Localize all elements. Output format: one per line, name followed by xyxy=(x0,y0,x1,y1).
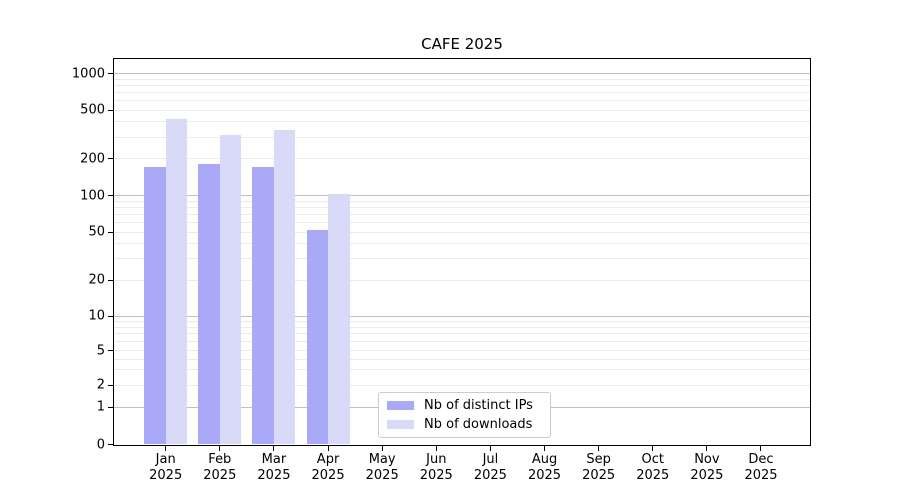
x-tick-mark-oct xyxy=(652,446,654,451)
bar-distinct-ips-mar xyxy=(252,167,274,445)
y-tick-mark-20 xyxy=(108,279,114,281)
bar-distinct-ips-feb xyxy=(198,164,220,445)
y-gridline-minor-50 xyxy=(114,231,810,233)
y-gridline-minor-70 xyxy=(114,213,810,215)
legend-swatch-distinct-ips xyxy=(387,401,414,410)
x-tick-mark-sep xyxy=(598,446,600,451)
y-tick-mark-100 xyxy=(108,195,114,197)
x-tick-label-jan: Jan 2025 xyxy=(149,452,183,483)
y-gridline-minor-400 xyxy=(114,121,810,123)
y-gridline-major-1000 xyxy=(114,73,810,74)
x-tick-label-mar: Mar 2025 xyxy=(257,452,291,483)
y-gridline-minor-500 xyxy=(114,109,810,111)
y-tick-mark-1 xyxy=(108,406,114,408)
y-tick-label-10: 10 xyxy=(88,308,105,324)
y-gridline-minor-8 xyxy=(114,326,810,328)
x-tick-mark-may xyxy=(381,446,383,451)
y-tick-mark-2 xyxy=(108,384,114,386)
y-gridline-minor-300 xyxy=(114,136,810,138)
y-tick-label-20: 20 xyxy=(88,272,105,288)
x-tick-mark-apr xyxy=(327,446,329,451)
y-gridline-minor-9 xyxy=(114,320,810,322)
x-tick-label-apr: Apr 2025 xyxy=(311,452,345,483)
y-gridline-minor-80 xyxy=(114,206,810,208)
y-gridline-minor-3 xyxy=(114,369,810,371)
legend-item-distinct-ips: Nb of distinct IPs xyxy=(387,398,542,413)
y-gridline-minor-900 xyxy=(114,78,810,80)
y-gridline-minor-40 xyxy=(114,243,810,245)
y-tick-label-1: 1 xyxy=(96,399,105,415)
y-tick-label-2: 2 xyxy=(96,377,105,393)
x-tick-label-dec: Dec 2025 xyxy=(744,452,778,483)
legend-swatch-downloads xyxy=(387,420,414,429)
bar-downloads-feb xyxy=(219,135,242,445)
x-tick-label-sep: Sep 2025 xyxy=(582,452,616,483)
x-tick-mark-jul xyxy=(489,446,491,451)
chart-title: CAFE 2025 xyxy=(421,35,503,53)
x-tick-mark-jun xyxy=(435,446,437,451)
legend: Nb of distinct IPs Nb of downloads xyxy=(378,392,551,438)
y-tick-label-50: 50 xyxy=(88,224,105,240)
bar-distinct-ips-jan xyxy=(144,167,166,445)
y-gridline-minor-4 xyxy=(114,358,810,360)
y-tick-label-200: 200 xyxy=(80,151,105,167)
y-gridline-major-10 xyxy=(114,315,810,317)
legend-label-distinct-ips: Nb of distinct IPs xyxy=(424,398,533,413)
x-tick-mark-nov xyxy=(706,446,708,451)
y-gridline-minor-90 xyxy=(114,200,810,202)
y-tick-mark-5 xyxy=(108,350,114,352)
x-tick-mark-jan xyxy=(165,446,167,451)
legend-item-downloads: Nb of downloads xyxy=(387,417,542,432)
y-gridline-minor-7 xyxy=(114,333,810,335)
y-gridline-minor-5 xyxy=(114,350,810,352)
bar-downloads-mar xyxy=(273,129,296,445)
y-gridline-minor-200 xyxy=(114,158,810,160)
y-tick-label-1000: 1000 xyxy=(71,66,105,81)
x-tick-label-aug: Aug 2025 xyxy=(527,452,562,483)
y-tick-label-500: 500 xyxy=(80,102,105,118)
x-tick-mark-dec xyxy=(760,446,762,451)
x-tick-label-jun: Jun 2025 xyxy=(419,452,453,483)
bar-distinct-ips-apr xyxy=(306,229,329,445)
y-tick-mark-0 xyxy=(108,444,114,445)
y-gridline-minor-30 xyxy=(114,258,810,260)
y-tick-label-0: 0 xyxy=(96,437,105,452)
x-tick-mark-aug xyxy=(544,446,546,451)
y-tick-label-100: 100 xyxy=(80,188,105,204)
y-gridline-minor-60 xyxy=(114,221,810,223)
y-gridline-minor-6 xyxy=(114,341,810,343)
y-tick-mark-1000 xyxy=(108,73,114,74)
y-tick-mark-10 xyxy=(108,315,114,317)
x-tick-label-nov: Nov 2025 xyxy=(690,452,724,483)
y-gridline-minor-600 xyxy=(114,99,810,101)
x-tick-label-oct: Oct 2025 xyxy=(636,452,670,483)
x-tick-label-feb: Feb 2025 xyxy=(203,452,237,483)
x-tick-label-jul: Jul 2025 xyxy=(473,452,507,483)
bar-downloads-jan xyxy=(165,119,188,445)
y-tick-label-5: 5 xyxy=(96,343,105,359)
y-gridline-minor-2 xyxy=(114,384,810,386)
y-tick-mark-50 xyxy=(108,231,114,233)
x-tick-mark-feb xyxy=(219,446,221,451)
y-gridline-minor-800 xyxy=(114,84,810,86)
y-gridline-major-100 xyxy=(114,195,810,197)
y-gridline-minor-20 xyxy=(114,279,810,281)
y-gridline-minor-700 xyxy=(114,91,810,93)
y-tick-mark-200 xyxy=(108,158,114,160)
x-tick-label-may: May 2025 xyxy=(365,452,399,483)
y-tick-mark-500 xyxy=(108,109,114,111)
x-tick-mark-mar xyxy=(273,446,275,451)
legend-label-downloads: Nb of downloads xyxy=(424,417,533,432)
bar-downloads-apr xyxy=(328,193,350,445)
